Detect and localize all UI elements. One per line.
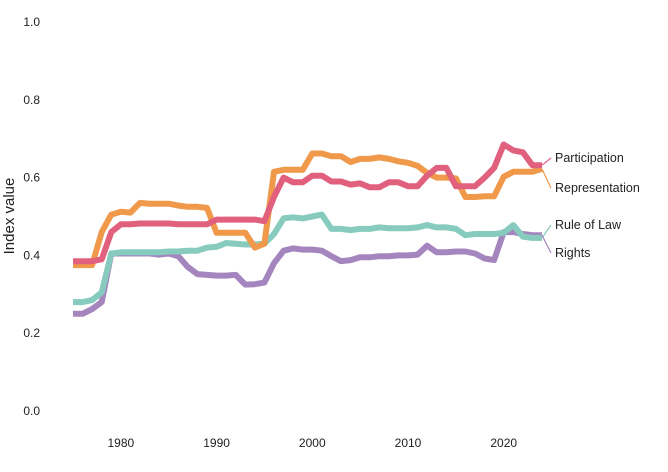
series-end-labels: Participation Representation Rule of Law Ri… [541, 151, 640, 260]
y-tick-label: 0.0 [23, 404, 40, 418]
series-line-participation [73, 141, 542, 265]
series-label-rule-of-law: Rule of Law [555, 218, 622, 232]
series-line-rule-of-law [73, 211, 542, 306]
y-axis-title: Index value [1, 178, 18, 255]
label-connector [541, 234, 552, 254]
x-tick-label: 2010 [395, 436, 422, 450]
series-label-rights: Rights [555, 246, 590, 260]
x-tick-label: 2000 [299, 436, 326, 450]
label-connector [541, 157, 552, 166]
x-tick-label: 2020 [490, 436, 517, 450]
series-label-representation: Representation [555, 181, 640, 195]
y-axis-ticks: 0.0 0.2 0.4 0.6 0.8 1.0 [23, 15, 40, 418]
y-tick-label: 0.4 [23, 248, 40, 262]
series-lines [73, 141, 543, 317]
x-tick-label: 1980 [108, 436, 135, 450]
x-axis-ticks: 1980 1990 2000 2010 2020 [108, 436, 518, 450]
y-tick-label: 0.2 [23, 326, 40, 340]
label-connector [541, 168, 552, 189]
x-tick-label: 1990 [203, 436, 230, 450]
label-connector [541, 224, 552, 239]
y-tick-label: 0.8 [23, 93, 40, 107]
series-line-representation [73, 150, 543, 269]
y-tick-label: 1.0 [23, 15, 40, 29]
series-label-participation: Participation [555, 151, 624, 165]
y-tick-label: 0.6 [23, 171, 40, 185]
series-line-rights [73, 229, 542, 317]
